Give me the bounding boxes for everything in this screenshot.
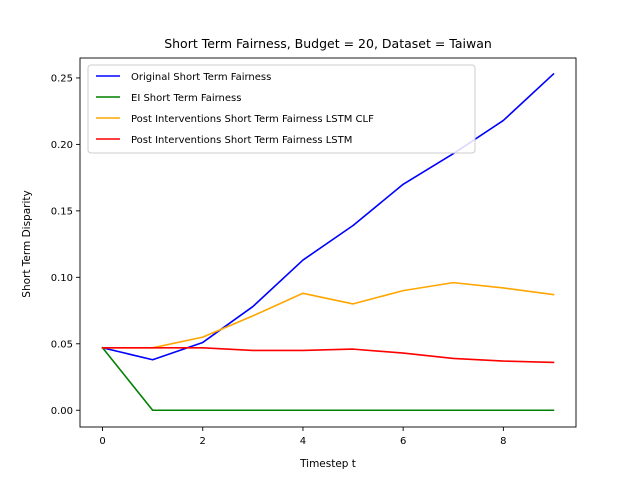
x-tick-label: 6 [400, 436, 406, 447]
y-tick-label: 0.25 [51, 73, 73, 84]
series-line-1 [101, 72, 555, 361]
x-tick-label: 2 [200, 436, 206, 447]
axes-frame [79, 57, 577, 428]
y-tick-label: 0.20 [51, 140, 73, 151]
legend-label: Original Short Term Fairness [131, 72, 271, 83]
legend-box [87, 64, 476, 154]
y-tick-label: 0.00 [51, 406, 73, 417]
series-line-2 [101, 346, 555, 412]
chart-title: Short Term Fairness, Budget = 20, Datase… [164, 36, 492, 51]
legend: Original Short Term Fairness EI Short Ter… [87, 64, 476, 154]
x-tick-label: 0 [99, 436, 105, 447]
series-line-4 [101, 346, 555, 364]
x-tick-label: 4 [300, 436, 306, 447]
y-tick-label: 0.15 [51, 206, 73, 217]
y-axis-label: Short Term Disparity [21, 190, 33, 297]
x-axis-label: Timestep t [299, 458, 356, 470]
plot-area: 0 2 4 6 8 0.00 0.05 0.10 0.15 0.20 0.25 [51, 57, 577, 447]
series-line-3 [101, 281, 555, 349]
legend-label: Post Interventions Short Term Fairness L… [131, 135, 352, 146]
x-tick-label: 8 [500, 436, 506, 447]
legend-label: Post Interventions Short Term Fairness L… [131, 114, 374, 125]
legend-label: EI Short Term Fairness [131, 93, 241, 104]
y-tick-label: 0.05 [51, 339, 73, 350]
y-tick-label: 0.10 [51, 273, 73, 284]
